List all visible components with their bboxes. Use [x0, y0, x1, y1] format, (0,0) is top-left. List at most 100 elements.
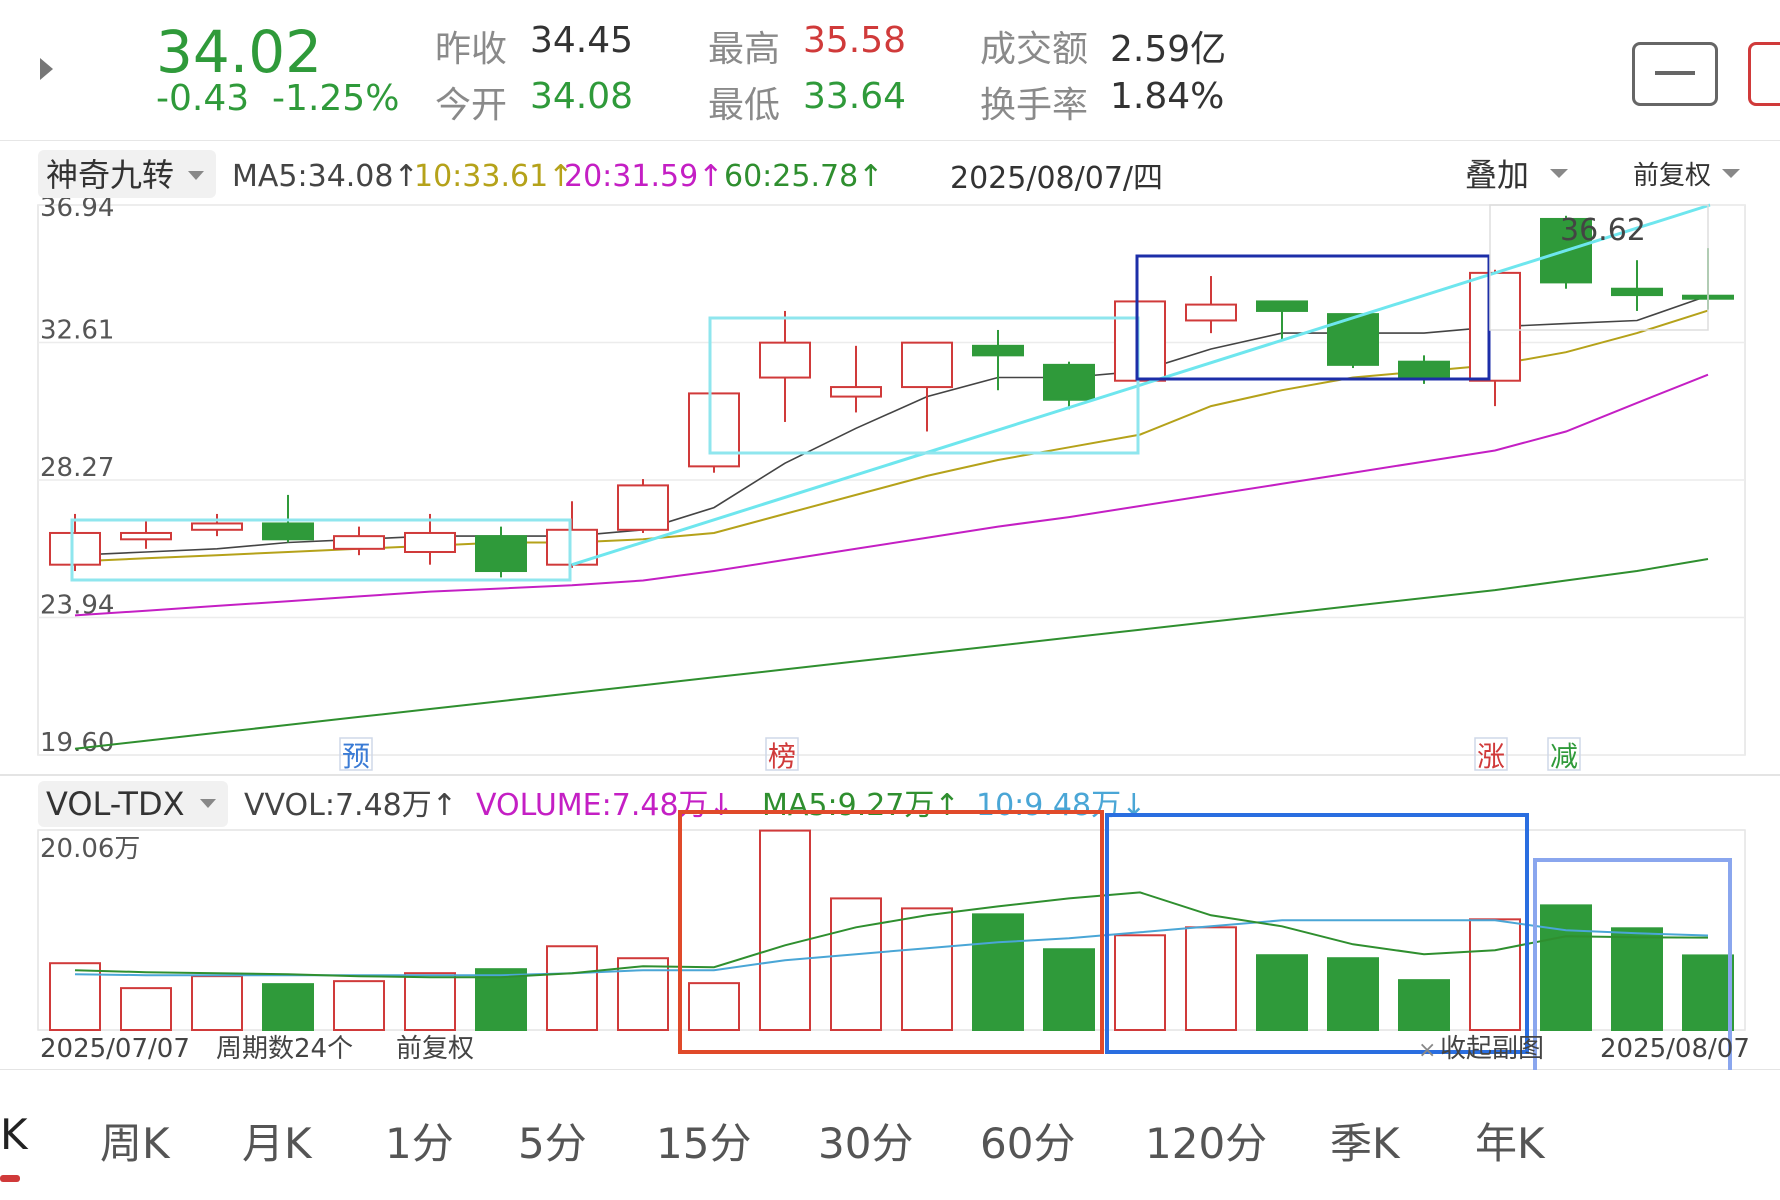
- tab-3[interactable]: 1分: [385, 1119, 454, 1168]
- volume-bar[interactable]: [972, 913, 1024, 1032]
- candle-body[interactable]: [191, 522, 243, 531]
- minus-icon: [1655, 71, 1695, 75]
- close-icon: ×: [1418, 1038, 1436, 1063]
- candle-body[interactable]: [1327, 313, 1379, 366]
- candle-body[interactable]: [617, 484, 669, 531]
- drawing-tool-button[interactable]: [1748, 42, 1780, 106]
- candle-body[interactable]: [901, 341, 953, 389]
- expand-arrow-icon[interactable]: [40, 58, 53, 80]
- ma-value: 60:25.78↑: [724, 159, 883, 194]
- volume-bar[interactable]: [1256, 954, 1308, 1031]
- annotation-box: [708, 316, 1140, 455]
- tab-8[interactable]: 120分: [1145, 1119, 1268, 1168]
- tab-4[interactable]: 5分: [518, 1119, 587, 1168]
- candle-body[interactable]: [404, 531, 456, 554]
- ma-value: 10:33.61↑: [414, 159, 573, 194]
- quote-value: 35.58: [803, 20, 907, 61]
- candle-body[interactable]: [1256, 300, 1308, 312]
- candle-body[interactable]: [1469, 271, 1521, 382]
- tab-6[interactable]: 30分: [818, 1119, 914, 1168]
- candle-body[interactable]: [262, 522, 314, 541]
- quote-value: 34.45: [530, 20, 634, 61]
- tab-10[interactable]: 年K: [1475, 1119, 1545, 1168]
- footer-adjust: 前复权: [396, 1034, 474, 1064]
- candle-body[interactable]: [1611, 287, 1663, 297]
- indicator-selector[interactable]: [38, 150, 216, 198]
- change-percent: -1.25%: [272, 78, 400, 119]
- candle-body[interactable]: [1185, 303, 1237, 322]
- candle-body[interactable]: [830, 386, 882, 398]
- volume-bar[interactable]: [617, 957, 669, 1031]
- volume-indicator-value: VOLUME:7.48万↓: [476, 788, 734, 823]
- volume-bar[interactable]: [191, 975, 243, 1031]
- tab-2[interactable]: 月K: [242, 1119, 312, 1168]
- trend-line: [571, 203, 1711, 567]
- period-count: 周期数24个: [216, 1034, 353, 1064]
- volume-selector-label: VOL-TDX: [46, 785, 185, 823]
- quote-label: 今开: [435, 85, 508, 126]
- start-date: 2025/07/07: [40, 1034, 190, 1064]
- tab-9[interactable]: 季K: [1330, 1119, 1400, 1168]
- tab-7[interactable]: 60分: [980, 1119, 1076, 1168]
- tab-0[interactable]: K: [0, 1110, 28, 1159]
- candle-body[interactable]: [1043, 363, 1095, 401]
- active-tab-indicator: [0, 1175, 20, 1182]
- candle-body[interactable]: [1114, 300, 1166, 382]
- tab-1[interactable]: 周K: [100, 1119, 170, 1168]
- quote-label: 换手率: [980, 85, 1089, 126]
- volume-bar[interactable]: [546, 945, 598, 1031]
- ma-value: 20:31.59↑: [564, 159, 723, 194]
- volume-bar[interactable]: [1540, 904, 1592, 1032]
- candle-body[interactable]: [49, 531, 101, 566]
- candle-body[interactable]: [688, 392, 740, 468]
- quote-label: 昨收: [435, 29, 508, 70]
- overlay-button: 叠加: [1465, 156, 1529, 194]
- volume-bar[interactable]: [1469, 918, 1521, 1032]
- quote-label: 最低: [708, 85, 781, 126]
- indicator-selector-label: 神奇九转: [46, 156, 174, 194]
- event-marker[interactable]: [765, 737, 799, 771]
- annotation-box: [1105, 813, 1529, 1054]
- volume-bar[interactable]: [1611, 927, 1663, 1032]
- last-price: 34.02: [156, 18, 323, 86]
- event-marker[interactable]: [1474, 737, 1508, 771]
- volume-bar[interactable]: [901, 907, 953, 1032]
- volume-bar[interactable]: [1682, 954, 1734, 1031]
- candle-body[interactable]: [120, 531, 172, 541]
- volume-bar[interactable]: [120, 987, 172, 1031]
- volume-selector[interactable]: [38, 781, 228, 827]
- tab-5[interactable]: 15分: [656, 1119, 752, 1168]
- volume-bar[interactable]: [1043, 948, 1095, 1031]
- volume-bar[interactable]: [830, 897, 882, 1032]
- period-tab-bar: K 周K 月K 1分 5分 15分 30分 60分 120分 季K 年K: [0, 1070, 1780, 1200]
- collapse-button[interactable]: [1632, 42, 1718, 106]
- event-marker[interactable]: [1547, 737, 1581, 771]
- volume-bar[interactable]: [1327, 957, 1379, 1031]
- quote-label: 成交额: [980, 29, 1089, 70]
- event-marker-label: 榜: [768, 740, 796, 773]
- volume-bar[interactable]: [333, 980, 385, 1031]
- annotation-box: [678, 810, 1104, 1054]
- ma60-line: [74, 558, 1709, 750]
- candle-body[interactable]: [475, 535, 527, 573]
- volume-bar[interactable]: [49, 962, 101, 1031]
- event-marker[interactable]: [339, 737, 373, 771]
- volume-ma10-line: [74, 919, 1709, 977]
- volume-bar[interactable]: [1398, 979, 1450, 1031]
- volume-ma5-line: [74, 891, 1709, 979]
- candle-body[interactable]: [972, 344, 1024, 357]
- volume-bar[interactable]: [404, 972, 456, 1031]
- volume-bar[interactable]: [475, 968, 527, 1031]
- candle-body[interactable]: [759, 341, 811, 379]
- quote-label: 最高: [708, 29, 781, 70]
- volume-bar[interactable]: [1114, 934, 1166, 1031]
- candle-body[interactable]: [333, 535, 385, 550]
- volume-bar[interactable]: [1185, 926, 1237, 1032]
- volume-bar[interactable]: [688, 982, 740, 1031]
- volume-bar[interactable]: [262, 983, 314, 1031]
- tooltip-box: [1489, 204, 1709, 331]
- event-marker-label: 预: [342, 740, 370, 773]
- volume-bar[interactable]: [759, 829, 811, 1031]
- candle-body[interactable]: [1398, 360, 1450, 379]
